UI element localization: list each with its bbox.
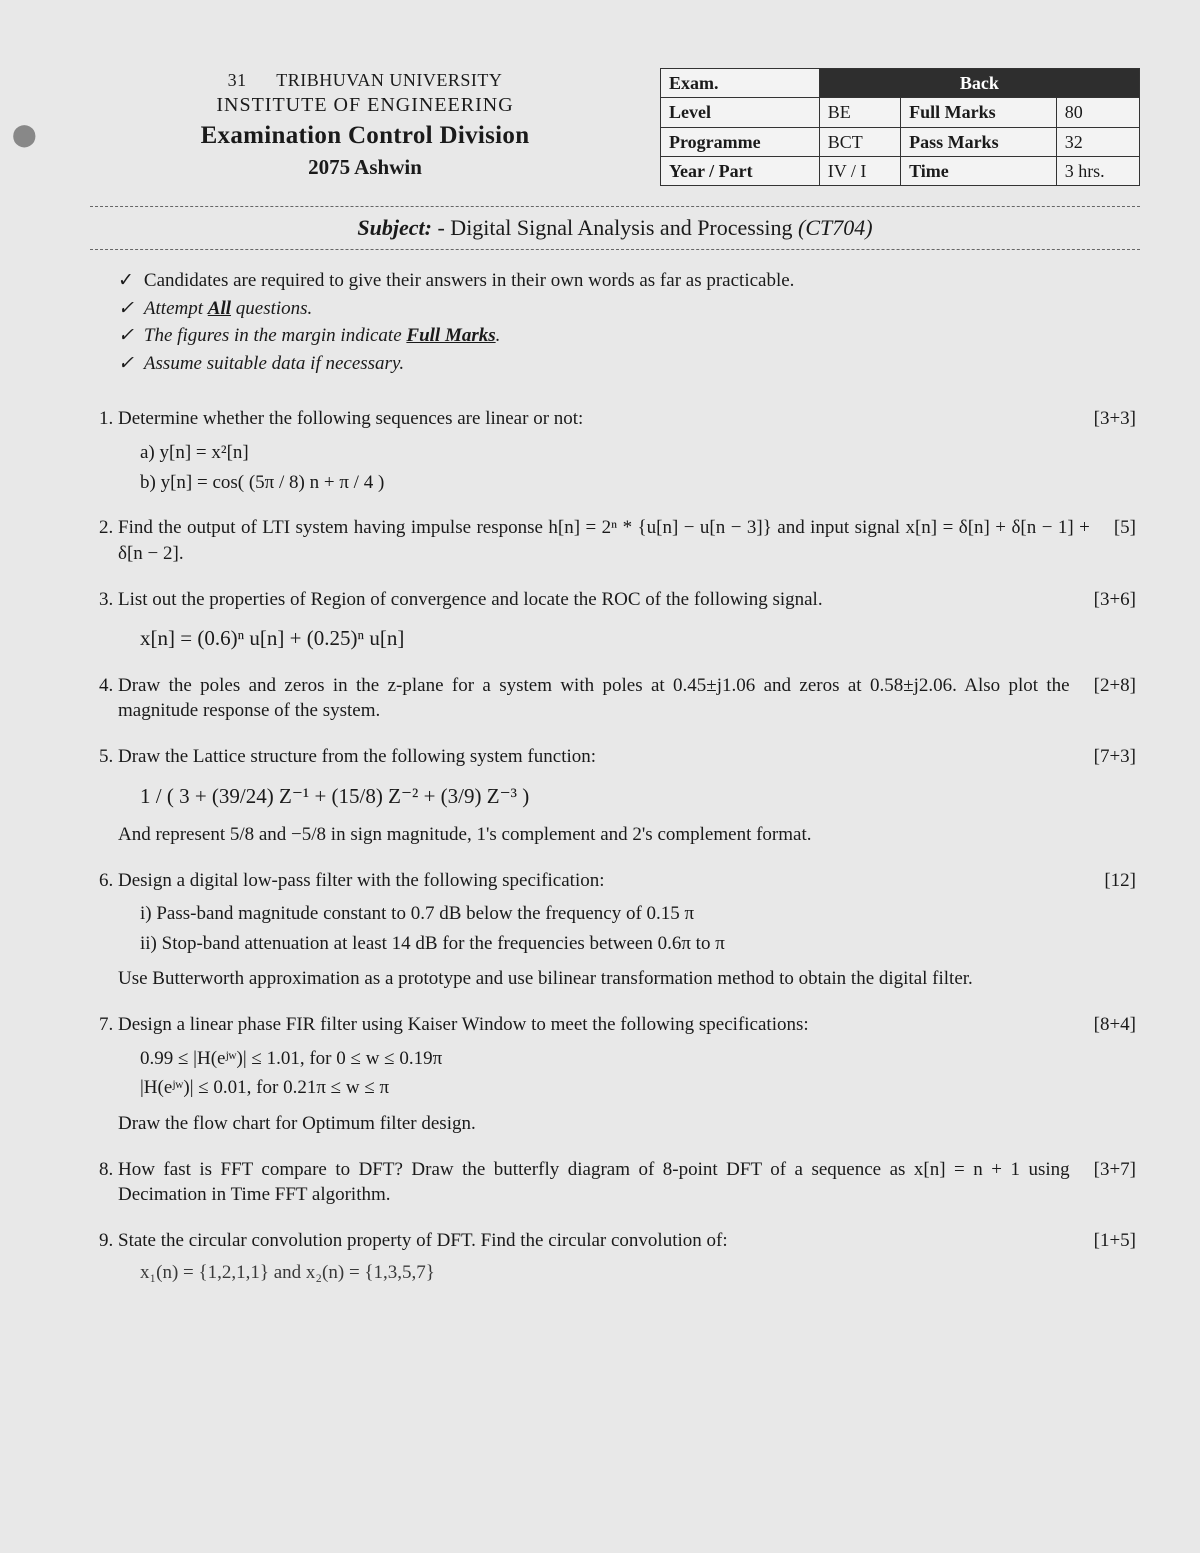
question-text: State the circular convolution property …: [118, 1228, 1070, 1254]
subject-code: (CT704): [798, 215, 873, 240]
question-sub: i) Pass-band magnitude constant to 0.7 d…: [140, 901, 1136, 956]
meta-v: 80: [1056, 98, 1139, 127]
question-text: Determine whether the following sequence…: [118, 406, 1070, 432]
sub-item: 0.99 ≤ |H(eʲʷ)| ≤ 1.01, for 0 ≤ w ≤ 0.19…: [140, 1046, 1136, 1072]
meta-k: Level: [661, 98, 820, 127]
university-block: 31 TRIBHUVAN UNIVERSITY INSTITUTE OF ENG…: [90, 68, 640, 181]
meta-v: IV / I: [819, 156, 900, 185]
question-marks: [7+3]: [1094, 744, 1136, 770]
question-sub: a) y[n] = x²[n] b) y[n] = cos( (5π / 8) n…: [140, 440, 1136, 495]
meta-k: Full Marks: [901, 98, 1057, 127]
question-item: Draw the poles and zeros in the z-plane …: [118, 673, 1140, 724]
question-text: Draw the Lattice structure from the foll…: [118, 744, 1070, 770]
question-text: Find the output of LTI system having imp…: [118, 515, 1090, 566]
question-text: Design a digital low-pass filter with th…: [118, 868, 1080, 894]
question-item: Find the output of LTI system having imp…: [118, 515, 1140, 566]
question-text: Design a linear phase FIR filter using K…: [118, 1012, 1070, 1038]
question-item: How fast is FFT compare to DFT? Draw the…: [118, 1157, 1140, 1208]
meta-k: Year / Part: [661, 156, 820, 185]
question-marks: [8+4]: [1094, 1012, 1136, 1038]
subject-label: Subject:: [357, 215, 432, 240]
instruction-item: Assume suitable data if necessary.: [118, 351, 1140, 377]
question-marks: [2+8]: [1094, 673, 1136, 699]
question-item: Design a linear phase FIR filter using K…: [118, 1012, 1140, 1137]
meta-v: BCT: [819, 127, 900, 156]
meta-v: BE: [819, 98, 900, 127]
question-item: Determine whether the following sequence…: [118, 406, 1140, 495]
meta-k: Programme: [661, 127, 820, 156]
question-marks: [1+5]: [1094, 1228, 1136, 1254]
division-name: Examination Control Division: [90, 119, 640, 153]
question-after: And represent 5/8 and −5/8 in sign magni…: [118, 822, 1136, 848]
university-name: TRIBHUVAN UNIVERSITY: [276, 70, 502, 90]
header-row: 31 TRIBHUVAN UNIVERSITY INSTITUTE OF ENG…: [90, 68, 1140, 186]
question-marks: [3+7]: [1094, 1157, 1136, 1183]
question-after: Draw the flow chart for Optimum filter d…: [118, 1111, 1136, 1137]
meta-k: Pass Marks: [901, 127, 1057, 156]
question-after: Use Butterworth approximation as a proto…: [118, 966, 1136, 992]
question-formula: 1 / ( 3 + (39/24) Z⁻¹ + (15/8) Z⁻² + (3/…: [140, 782, 1136, 810]
sub-item: i) Pass-band magnitude constant to 0.7 d…: [140, 901, 1136, 927]
header-code-line: 31 TRIBHUVAN UNIVERSITY: [90, 68, 640, 92]
binder-mark: ⬤: [12, 120, 37, 150]
question-item: List out the properties of Region of con…: [118, 587, 1140, 653]
question-marks: [12]: [1104, 868, 1136, 894]
sub-item: ii) Stop-band attenuation at least 14 dB…: [140, 931, 1136, 957]
meta-v: 3 hrs.: [1056, 156, 1139, 185]
question-cutoff: x₁(n) = {1,2,1,1} and x₂(n) = {1,3,5,7}: [140, 1260, 1136, 1286]
exam-meta-table: Exam. Back Level BE Full Marks 80 Progra…: [660, 68, 1140, 186]
meta-v: 32: [1056, 127, 1139, 156]
sub-item: b) y[n] = cos( (5π / 8) n + π / 4 ): [140, 470, 1136, 496]
question-item: Design a digital low-pass filter with th…: [118, 868, 1140, 993]
institute-name: INSTITUTE OF ENGINEERING: [90, 92, 640, 119]
meta-exam-label: Exam.: [661, 69, 820, 98]
question-text: How fast is FFT compare to DFT? Draw the…: [118, 1157, 1070, 1208]
instruction-item: The figures in the margin indicate Full …: [118, 323, 1140, 349]
question-sub: 0.99 ≤ |H(eʲʷ)| ≤ 1.01, for 0 ≤ w ≤ 0.19…: [140, 1046, 1136, 1101]
questions-list: Determine whether the following sequence…: [118, 406, 1140, 1285]
instructions-list: Candidates are required to give their an…: [118, 268, 1140, 377]
instruction-item: Attempt All questions.: [118, 296, 1140, 322]
sub-item: a) y[n] = x²[n]: [140, 440, 1136, 466]
meta-exam-value: Back: [819, 69, 1139, 98]
subject-row: Subject: - Digital Signal Analysis and P…: [90, 206, 1140, 250]
question-marks: [5]: [1114, 515, 1136, 541]
question-item: State the circular convolution property …: [118, 1228, 1140, 1285]
instruction-item: Candidates are required to give their an…: [118, 268, 1140, 294]
sub-item: |H(eʲʷ)| ≤ 0.01, for 0.21π ≤ w ≤ π: [140, 1075, 1136, 1101]
question-marks: [3+3]: [1094, 406, 1136, 432]
subject-name: - Digital Signal Analysis and Processing: [437, 215, 798, 240]
question-text: Draw the poles and zeros in the z-plane …: [118, 673, 1070, 724]
meta-k: Time: [901, 156, 1057, 185]
session-year: 2075 Ashwin: [90, 153, 640, 181]
question-formula: x[n] = (0.6)ⁿ u[n] + (0.25)ⁿ u[n]: [140, 624, 1136, 652]
question-text: List out the properties of Region of con…: [118, 587, 1070, 613]
question-item: Draw the Lattice structure from the foll…: [118, 744, 1140, 848]
question-marks: [3+6]: [1094, 587, 1136, 613]
header-code: 31: [228, 70, 247, 90]
